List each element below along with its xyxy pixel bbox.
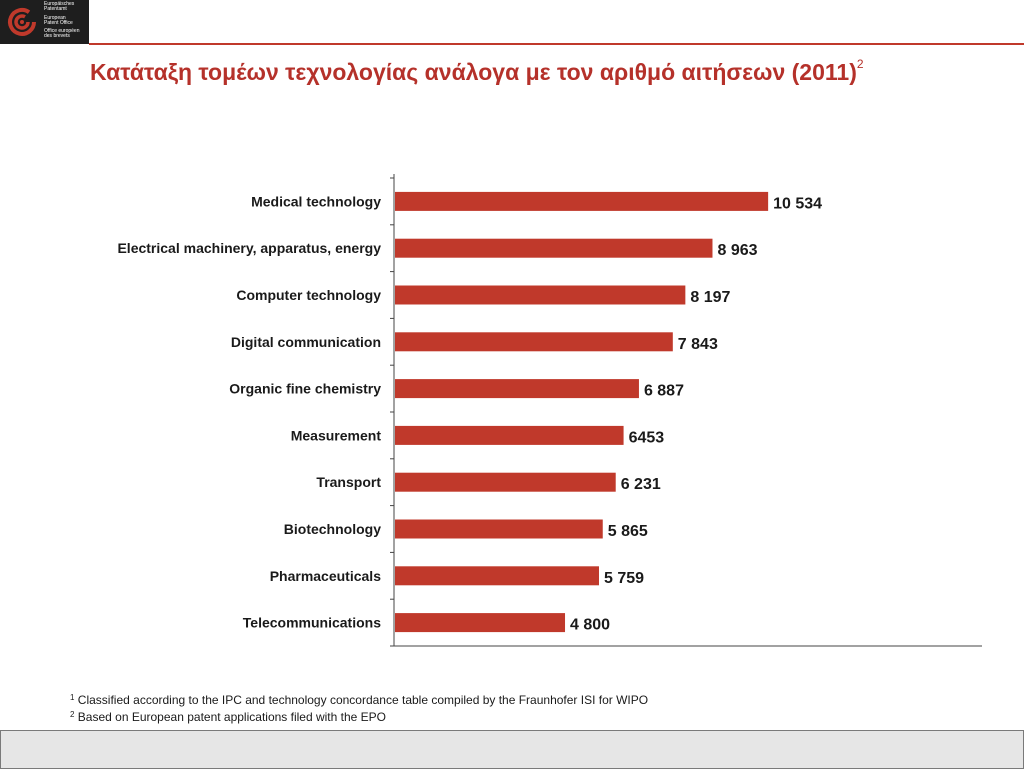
- bar: [395, 332, 673, 352]
- epo-logo-icon: [8, 7, 36, 36]
- footnote-text: Classified according to the IPC and tech…: [77, 693, 649, 707]
- logo-line: Patent Office: [44, 19, 73, 26]
- footnote-text: Based on European patent applications fi…: [77, 710, 386, 724]
- bar-value-label: 8 963: [717, 242, 757, 259]
- logo-line: Patentamt: [44, 6, 67, 13]
- bar: [395, 285, 686, 305]
- category-label: Electrical machinery, apparatus, energy: [117, 240, 381, 256]
- bar: [395, 613, 566, 633]
- bar-value-label: 6 231: [621, 476, 661, 493]
- bar-value-label: 8 197: [690, 289, 730, 306]
- title-footnote-mark: 2: [856, 57, 864, 71]
- bar: [395, 472, 616, 492]
- bar-value-label: 5 759: [604, 570, 644, 587]
- footnote-mark: 2: [70, 710, 75, 719]
- category-label: Medical technology: [251, 193, 381, 209]
- bar: [395, 425, 624, 445]
- logo-line: des brevets: [44, 33, 70, 40]
- logo-text: Europäisches Patentamt European Patent O…: [44, 1, 88, 40]
- slide-title-text: Κατάταξη τομέων τεχνολογίας ανάλογα με τ…: [90, 59, 857, 85]
- bar-value-label: 4 800: [570, 617, 610, 634]
- footnote-1: 1 Classified according to the IPC and te…: [70, 692, 970, 709]
- category-label: Transport: [316, 474, 381, 490]
- category-label: Organic fine chemistry: [229, 381, 381, 397]
- header-rule: [89, 43, 1024, 45]
- bar: [395, 566, 599, 586]
- footnote-2: 2 Based on European patent applications …: [70, 709, 970, 726]
- category-label: Digital communication: [231, 334, 381, 350]
- bar: [395, 379, 639, 399]
- bar-value-label: 6453: [629, 429, 665, 446]
- bar-value-label: 7 843: [678, 336, 718, 353]
- footnotes: 1 Classified according to the IPC and te…: [70, 692, 970, 726]
- logo-line: Office européen: [44, 28, 80, 35]
- bar-value-label: 5 865: [608, 523, 648, 540]
- category-label: Measurement: [291, 427, 382, 443]
- bar: [395, 238, 713, 258]
- bar: [395, 519, 603, 539]
- epo-logo: Europäisches Patentamt European Patent O…: [0, 0, 89, 44]
- logo-line: Europäisches: [44, 1, 75, 7]
- logo-line: European: [44, 14, 66, 21]
- category-label: Pharmaceuticals: [270, 568, 381, 584]
- footnote-mark: 1: [70, 693, 75, 702]
- slide-title: Κατάταξη τομέων τεχνολογίας ανάλογα με τ…: [90, 57, 910, 87]
- category-label: Computer technology: [236, 287, 381, 303]
- bar: [395, 191, 769, 211]
- footer-bar: [0, 730, 1024, 769]
- bar-value-label: 6 887: [644, 383, 684, 400]
- category-label: Telecommunications: [243, 615, 381, 631]
- bar-value-label: 10 534: [773, 195, 822, 212]
- category-label: Biotechnology: [284, 521, 381, 537]
